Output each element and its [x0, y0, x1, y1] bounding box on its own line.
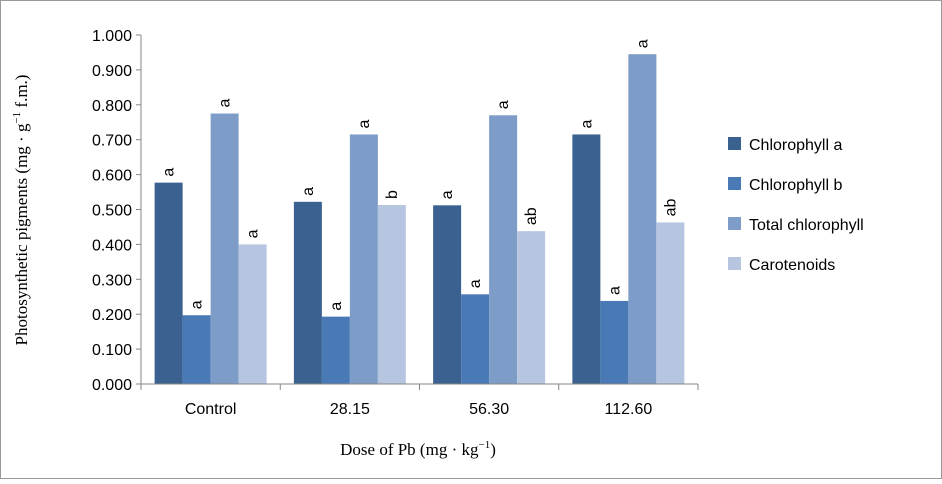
bar-significance-label: a [189, 300, 206, 309]
bar-significance-label: a [578, 119, 595, 128]
bar [377, 204, 406, 384]
bar [572, 134, 601, 384]
y-tick-label: 0.700 [92, 133, 132, 150]
x-axis-title-superscript: −1 [478, 439, 490, 451]
y-axis-ticks: 0.000 0.100 0.200 0.300 0.400 0.500 0.600 0.700… [92, 28, 141, 394]
legend-swatch [728, 257, 741, 270]
legend-swatch [728, 137, 741, 150]
x-axis-title-close: ) [490, 440, 496, 459]
bar-significance-label: a [495, 100, 512, 109]
legend-label: Carotenoids [749, 257, 835, 274]
legend-label: Chlorophyll a [749, 137, 842, 154]
y-tick-label: 0.000 [92, 377, 132, 394]
bars-layer [154, 54, 685, 385]
bar [628, 54, 657, 384]
legend-swatch [728, 177, 741, 190]
y-tick-label: 0.300 [92, 272, 132, 289]
bar [238, 244, 267, 384]
x-tick-label: 28.15 [330, 401, 370, 418]
bar [349, 134, 378, 384]
legend-label: Total chlorophyll [749, 217, 864, 234]
x-tick-label: 112.60 [605, 401, 653, 418]
bar [600, 300, 629, 384]
y-tick-label: 0.600 [92, 168, 132, 185]
bar [656, 222, 685, 384]
x-tick-label: 56.30 [469, 401, 509, 418]
bar-significance-label: a [245, 229, 262, 238]
bar-significance-label: a [356, 119, 373, 128]
bar [182, 315, 211, 384]
y-tick-label: 0.900 [92, 63, 132, 80]
bar-significance-label: a [439, 190, 456, 199]
bar-significance-label: ab [523, 207, 540, 225]
x-axis-title: Dose of Pb (mg · kg−1) [340, 439, 496, 459]
bar [517, 231, 546, 384]
legend: Chlorophyll a Chlorophyll b Total chloroph… [728, 137, 864, 274]
bar-significance-label: b [384, 190, 401, 199]
y-axis-title-superscript: −1 [11, 112, 23, 124]
bar-significance-label: a [161, 168, 178, 177]
y-axis-title-text: Photosynthetic pigments (mg · g [12, 123, 31, 345]
y-tick-label: 0.200 [92, 307, 132, 324]
bar-significance-label: a [300, 187, 317, 196]
x-axis-tick-labels: Control 28.15 56.30 112.60 [185, 401, 653, 418]
bar [154, 182, 183, 384]
axes-layer [140, 35, 699, 390]
x-axis-title-text: Dose of Pb (mg · kg [340, 440, 479, 459]
bar-significance-label: a [606, 286, 623, 295]
bar [210, 113, 239, 385]
legend-swatch [728, 217, 741, 230]
y-tick-label: 1.000 [92, 28, 132, 45]
y-tick-label: 0.100 [92, 342, 132, 359]
y-axis-title: Photosynthetic pigments (mg · g−1 f.m.) [11, 75, 31, 346]
y-tick-label: 0.800 [92, 98, 132, 115]
bar-significance-label: a [634, 39, 651, 48]
bar [489, 115, 518, 385]
y-tick-label: 0.400 [92, 237, 132, 254]
bar [321, 316, 350, 384]
bar-significance-label: a [328, 302, 345, 311]
bar [461, 294, 490, 384]
y-tick-label: 0.500 [92, 203, 132, 220]
bar-significance-label: a [467, 279, 484, 288]
bar-significance-label: a [217, 99, 234, 108]
x-tick-label: Control [185, 401, 237, 418]
bar [293, 201, 322, 384]
bar [433, 205, 462, 384]
y-axis-title-close: f.m.) [12, 75, 31, 112]
bar-significance-label: ab [662, 199, 679, 217]
legend-label: Chlorophyll b [749, 177, 842, 194]
